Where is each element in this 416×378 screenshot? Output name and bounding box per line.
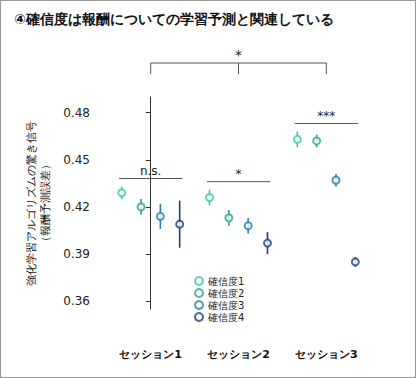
svg-text:確信度3: 確信度3	[207, 300, 244, 311]
svg-text:（報酬予測誤差）: （報酬予測誤差）	[39, 159, 52, 247]
svg-text:④確信度は報酬についての学習予測と関連している: ④確信度は報酬についての学習予測と関連している	[14, 11, 334, 27]
svg-text:確信度4: 確信度4	[207, 312, 244, 323]
svg-text:n.s.: n.s.	[140, 164, 162, 178]
svg-text:0.39: 0.39	[63, 247, 90, 261]
svg-text:*: *	[236, 167, 242, 181]
svg-text:*: *	[235, 47, 242, 63]
svg-text:***: ***	[317, 109, 335, 123]
svg-text:0.36: 0.36	[63, 294, 90, 308]
svg-text:0.48: 0.48	[63, 106, 90, 120]
svg-text:セッション3: セッション3	[295, 348, 358, 361]
svg-text:確信度2: 確信度2	[207, 288, 244, 299]
svg-text:セッション1: セッション1	[119, 348, 182, 361]
svg-text:セッション2: セッション2	[207, 348, 270, 361]
svg-text:確信度1: 確信度1	[207, 276, 244, 287]
svg-text:0.42: 0.42	[63, 200, 90, 214]
svg-text:強化学習アルゴリズムの驚き信号: 強化学習アルゴリズムの驚き信号	[25, 121, 38, 286]
svg-text:0.45: 0.45	[63, 153, 90, 167]
